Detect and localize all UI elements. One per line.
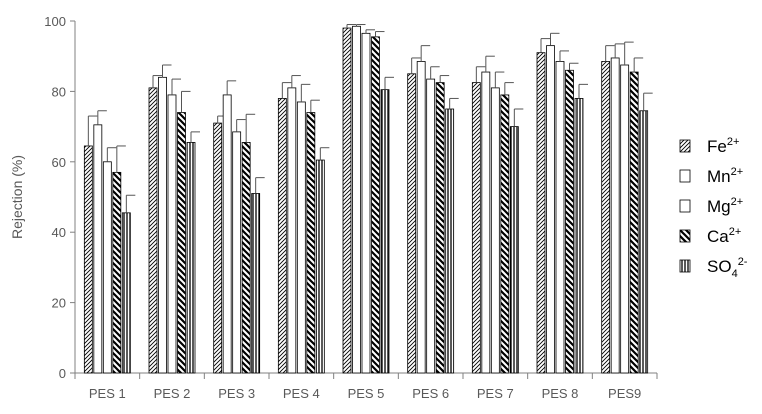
bar xyxy=(610,57,620,374)
legend-label: Mn2+ xyxy=(707,166,743,186)
x-axis: PES 1 PES 2 PES 3 PES 4 PES 5 PES 6 PES 7 PES 8… xyxy=(74,372,658,401)
y-tick-label: 40 xyxy=(52,225,66,240)
y-tick-label: 20 xyxy=(52,296,66,311)
legend-swatch xyxy=(679,139,691,153)
bar xyxy=(241,142,251,374)
x-tick-label: PES 7 xyxy=(477,386,514,401)
bar xyxy=(251,193,261,374)
legend-label: Fe2+ xyxy=(707,136,739,156)
bar xyxy=(565,69,574,374)
bar xyxy=(445,108,455,374)
legend-label: SO42- xyxy=(707,256,748,280)
bar xyxy=(416,61,426,374)
x-tick-label: PES 1 xyxy=(89,386,126,401)
bar xyxy=(222,94,232,374)
bar xyxy=(296,101,306,374)
bar xyxy=(352,25,361,374)
bar-group xyxy=(213,80,265,374)
bar xyxy=(490,87,500,374)
legend-item: Mn2+ xyxy=(679,166,743,186)
bar-group xyxy=(536,32,588,374)
legend-swatch xyxy=(679,199,691,213)
bar xyxy=(306,112,316,374)
bar xyxy=(277,98,287,374)
y-tick-label: 100 xyxy=(44,14,66,29)
bar xyxy=(315,159,325,374)
y-tick-label: 60 xyxy=(52,155,66,170)
bar xyxy=(232,131,242,374)
y-tick-label: 80 xyxy=(52,84,66,99)
legend-item: Ca2+ xyxy=(679,226,741,246)
legend-item: Mg2+ xyxy=(679,196,743,216)
x-tick-label: PES 3 xyxy=(218,386,255,401)
bar xyxy=(601,61,611,374)
bar xyxy=(167,94,177,374)
x-tick-label: PES 4 xyxy=(283,386,320,401)
y-tick-label: 0 xyxy=(59,366,66,381)
bar-group xyxy=(471,55,524,374)
bar xyxy=(342,27,352,374)
bar xyxy=(361,32,371,374)
legend-swatch xyxy=(679,229,691,243)
bar xyxy=(435,82,445,374)
bar xyxy=(555,61,565,374)
bar xyxy=(426,78,436,374)
bar xyxy=(186,142,196,374)
legend-swatch xyxy=(679,169,691,183)
bar xyxy=(380,89,390,374)
legend-item: SO42- xyxy=(679,256,748,280)
bar xyxy=(83,145,93,374)
bar xyxy=(500,94,510,374)
bar-group xyxy=(148,64,200,374)
x-tick-label: PES 5 xyxy=(348,386,385,401)
bar xyxy=(158,76,167,374)
bar-group xyxy=(601,41,653,374)
bars xyxy=(83,24,653,374)
x-tick-label: PES 2 xyxy=(154,386,191,401)
y-axis: 0 20 40 60 80 100 xyxy=(44,14,76,381)
bar xyxy=(93,124,103,374)
bar-group xyxy=(342,24,394,374)
legend-label: Ca2+ xyxy=(707,226,741,246)
bar xyxy=(148,87,158,374)
legend-swatch xyxy=(679,259,691,273)
bar xyxy=(213,122,223,374)
bar xyxy=(481,71,491,374)
bar xyxy=(620,64,630,374)
bar xyxy=(509,126,519,374)
bar xyxy=(371,36,380,374)
x-tick-label: PES 6 xyxy=(412,386,449,401)
bar xyxy=(102,161,112,374)
bar xyxy=(112,171,122,374)
bar xyxy=(536,52,546,374)
legend: Fe2+ Mn2+ Mg2+ Ca2+ SO42- xyxy=(679,136,748,280)
bar xyxy=(639,110,649,374)
x-tick-label: PES9 xyxy=(608,386,641,401)
legend-label: Mg2+ xyxy=(707,196,743,216)
bar xyxy=(407,73,417,374)
bar xyxy=(287,87,297,374)
x-tick-label: PES 8 xyxy=(542,386,579,401)
bar xyxy=(121,212,131,374)
bar xyxy=(546,45,555,374)
bar xyxy=(471,82,481,374)
bar-group xyxy=(277,75,330,374)
bar xyxy=(177,112,186,374)
bar-group xyxy=(83,110,136,374)
legend-item: Fe2+ xyxy=(679,136,739,156)
bar xyxy=(629,71,639,374)
bar xyxy=(574,98,584,374)
bar-group xyxy=(407,45,459,374)
y-axis-label: Rejection (%) xyxy=(9,155,25,239)
